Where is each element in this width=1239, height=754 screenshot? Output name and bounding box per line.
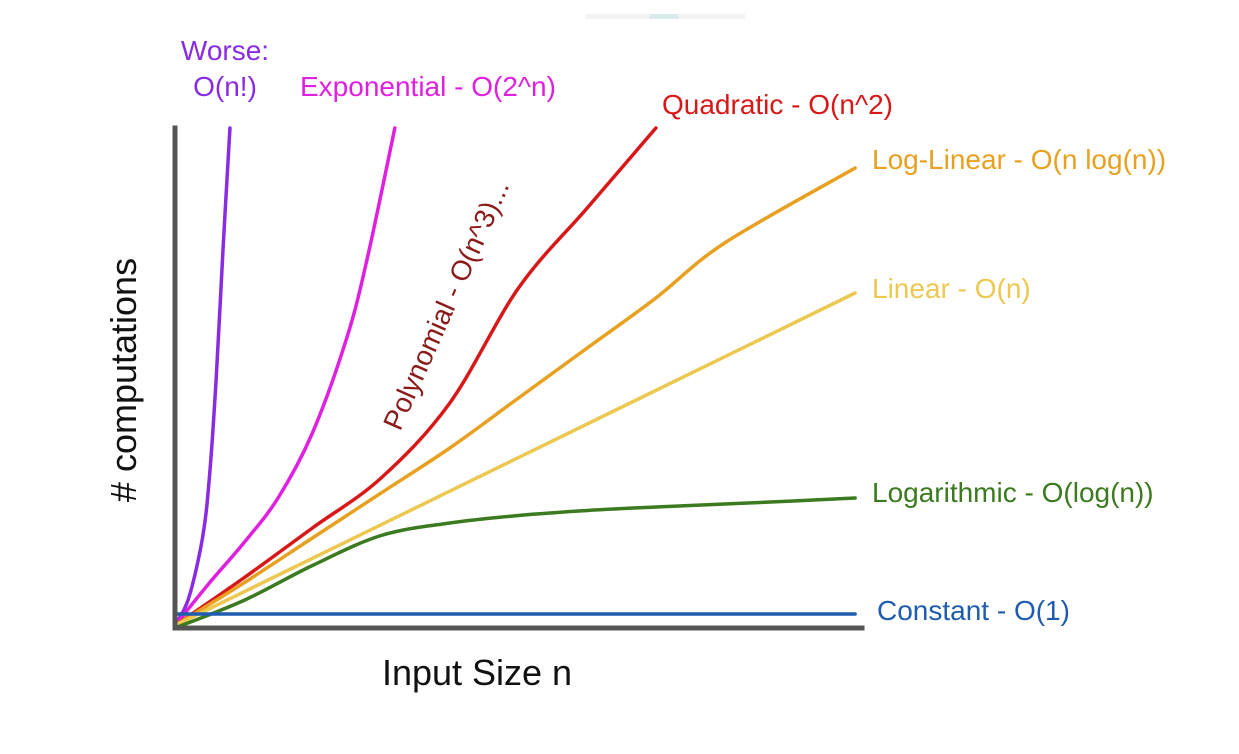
series-line-5 [173,291,857,628]
series-line-4 [173,166,857,628]
series-line-0 [173,126,232,628]
series-label-3: Quadratic - O(n^2) [662,89,893,120]
series-label-0: Worse: O(n!) [181,35,269,102]
series-label-0-line-1: O(n!) [193,71,257,102]
series-label-4: Log-Linear - O(n log(n)) [872,144,1166,175]
series-curves [173,126,857,630]
series-label-2: Polynomial - O(n^3)... [377,175,515,434]
series-label-6: Logarithmic - O(log(n)) [872,477,1154,508]
series-line-1 [173,126,397,628]
top-strip-accent [649,14,679,19]
series-label-0-line-0: Worse: [181,35,269,66]
series-label-5: Linear - O(n) [872,273,1031,304]
series-line-6 [173,496,857,630]
series-labels: Worse: O(n!) Exponential - O(2^n) Polynomia… [181,35,1166,626]
series-line-3 [173,126,658,628]
y-axis-label: # computations [103,258,144,502]
x-axis-label: Input Size n [382,652,572,693]
series-label-1: Exponential - O(2^n) [300,71,556,102]
series-label-7: Constant - O(1) [877,595,1070,626]
